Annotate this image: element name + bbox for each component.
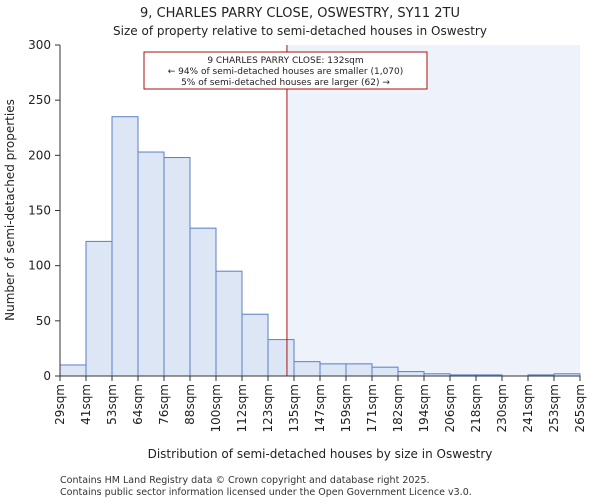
chart-title: 9, CHARLES PARRY CLOSE, OSWESTRY, SY11 2… [140, 6, 460, 21]
x-tick-label: 253sqm [547, 384, 561, 432]
histogram-bar [59, 364, 87, 377]
x-tick-label: 41sqm [79, 384, 93, 425]
annotation-line: ← 94% of semi-detached houses are smalle… [168, 67, 404, 77]
histogram-bar [163, 157, 191, 377]
annotation-line: 5% of semi-detached houses are larger (6… [181, 78, 390, 88]
x-tick-label: 29sqm [53, 384, 67, 425]
x-tick-label: 53sqm [105, 384, 119, 425]
histogram-bar [215, 270, 243, 377]
y-tick-label: 250 [28, 93, 51, 107]
histogram-bar [111, 116, 139, 377]
x-axis-label: Distribution of semi-detached houses by … [148, 447, 493, 461]
histogram-bar [345, 363, 373, 377]
x-tick-label: 194sqm [417, 384, 431, 432]
footer-copyright: Contains HM Land Registry data © Crown c… [60, 475, 430, 486]
y-tick-label: 300 [28, 38, 51, 52]
y-tick-label: 100 [28, 259, 51, 273]
histogram-bar [293, 361, 321, 377]
x-tick-label: 230sqm [495, 384, 509, 432]
x-tick-label: 100sqm [209, 384, 223, 432]
x-tick-label: 241sqm [521, 384, 535, 432]
x-tick-label: 218sqm [469, 384, 483, 432]
x-tick-label: 88sqm [183, 384, 197, 425]
annotation-box [143, 51, 428, 90]
x-tick-label: 76sqm [157, 384, 171, 425]
histogram-bar [319, 363, 347, 377]
x-tick-label: 64sqm [131, 384, 145, 425]
y-tick-label: 50 [36, 314, 51, 328]
x-tick-label: 147sqm [313, 384, 327, 432]
x-tick-label: 265sqm [573, 384, 587, 432]
x-tick-label: 206sqm [443, 384, 457, 432]
x-tick-label: 182sqm [391, 384, 405, 432]
histogram-bar [267, 339, 295, 377]
histogram-bar [137, 151, 165, 377]
x-tick-label: 123sqm [261, 384, 275, 432]
histogram-bar [371, 366, 399, 377]
larger-region-shade [286, 45, 580, 376]
y-tick-label: 200 [28, 148, 51, 162]
x-tick-label: 171sqm [365, 384, 379, 432]
histogram-bar [241, 313, 269, 377]
annotation-line: 9 CHARLES PARRY CLOSE: 132sqm [207, 56, 363, 66]
histogram-bar [189, 227, 217, 377]
x-tick-label: 135sqm [287, 384, 301, 432]
y-axis-label: Number of semi-detached properties [3, 99, 17, 321]
y-tick-label: 150 [28, 204, 51, 218]
x-tick-label: 112sqm [235, 384, 249, 432]
histogram-bar [85, 240, 113, 377]
histogram-bar [397, 371, 425, 377]
x-tick-label: 159sqm [339, 384, 353, 432]
y-tick-label: 0 [43, 369, 51, 383]
chart-subtitle: Size of property relative to semi-detach… [113, 24, 487, 38]
footer-licence: Contains public sector information licen… [60, 487, 472, 498]
